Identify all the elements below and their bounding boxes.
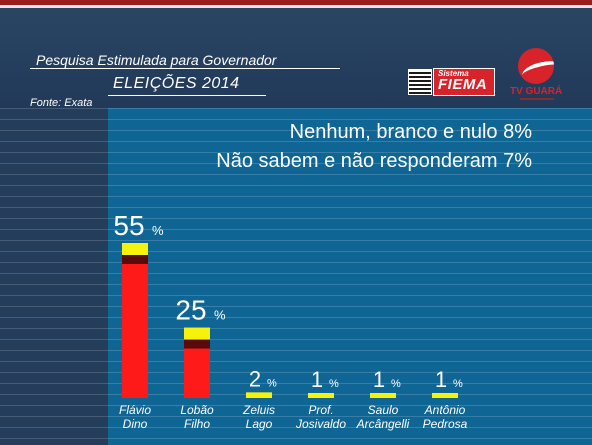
title-underline	[30, 68, 340, 69]
value-unit: %	[267, 377, 277, 389]
tv-guara-underline	[520, 98, 554, 100]
value-unit: %	[214, 308, 226, 323]
bar-shadow	[184, 339, 210, 349]
category-label: Lobão	[180, 403, 214, 417]
bar	[370, 393, 396, 398]
category-label: Prof.	[308, 403, 333, 417]
value-label: 25	[175, 295, 206, 326]
category-label: Zeluis	[242, 403, 275, 417]
fiema-logo: Sistema FIEMA	[408, 66, 496, 96]
value-unit: %	[391, 378, 401, 390]
fiema-big-text: FIEMA	[438, 76, 488, 93]
bar-cap	[122, 243, 148, 255]
value-unit: %	[152, 223, 164, 238]
top-stripe	[0, 0, 592, 5]
election-underline	[108, 95, 266, 96]
category-label: Flávio	[119, 403, 151, 417]
category-label: Lago	[246, 417, 273, 431]
value-label: 1	[373, 367, 385, 392]
fiema-small-text: Sistema	[438, 69, 469, 78]
survey-title: Pesquisa Estimulada para Governador	[36, 52, 277, 68]
value-label: 1	[435, 367, 447, 392]
tv-guara-logo: TV GUARÁ	[506, 46, 568, 104]
category-label: Arcângelli	[356, 417, 410, 431]
category-label: Josivaldo	[295, 417, 346, 431]
category-label: Antônio	[424, 403, 466, 417]
top-white-stripe	[0, 5, 592, 8]
fiema-grid-icon	[408, 69, 432, 95]
value-label: 1	[311, 367, 323, 392]
tv-guara-emblem-icon	[518, 48, 554, 84]
tv-guara-text: TV GUARÁ	[510, 86, 563, 97]
value-unit: %	[453, 378, 463, 390]
category-label: Dino	[123, 417, 148, 431]
note-undecided: Não sabem e não responderam 7%	[216, 150, 532, 172]
category-label: Pedrosa	[423, 417, 468, 431]
value-unit: %	[329, 378, 339, 390]
election-title: ELEIÇÕES 2014	[113, 75, 240, 92]
bar-shadow	[122, 255, 148, 264]
value-label: 55	[113, 210, 144, 241]
bar	[122, 243, 148, 398]
source-label: Fonte: Exata	[30, 97, 93, 109]
category-label: Saulo	[368, 403, 399, 417]
bar-cap	[184, 327, 210, 340]
bar	[308, 393, 334, 398]
bar	[432, 393, 458, 398]
value-label: 2	[249, 366, 261, 391]
fiema-box	[433, 68, 495, 96]
category-label: Filho	[184, 417, 210, 431]
bar	[246, 392, 272, 398]
note-null-votes: Nenhum, branco e nulo 8%	[289, 121, 532, 143]
chart-left-strip	[0, 108, 108, 445]
